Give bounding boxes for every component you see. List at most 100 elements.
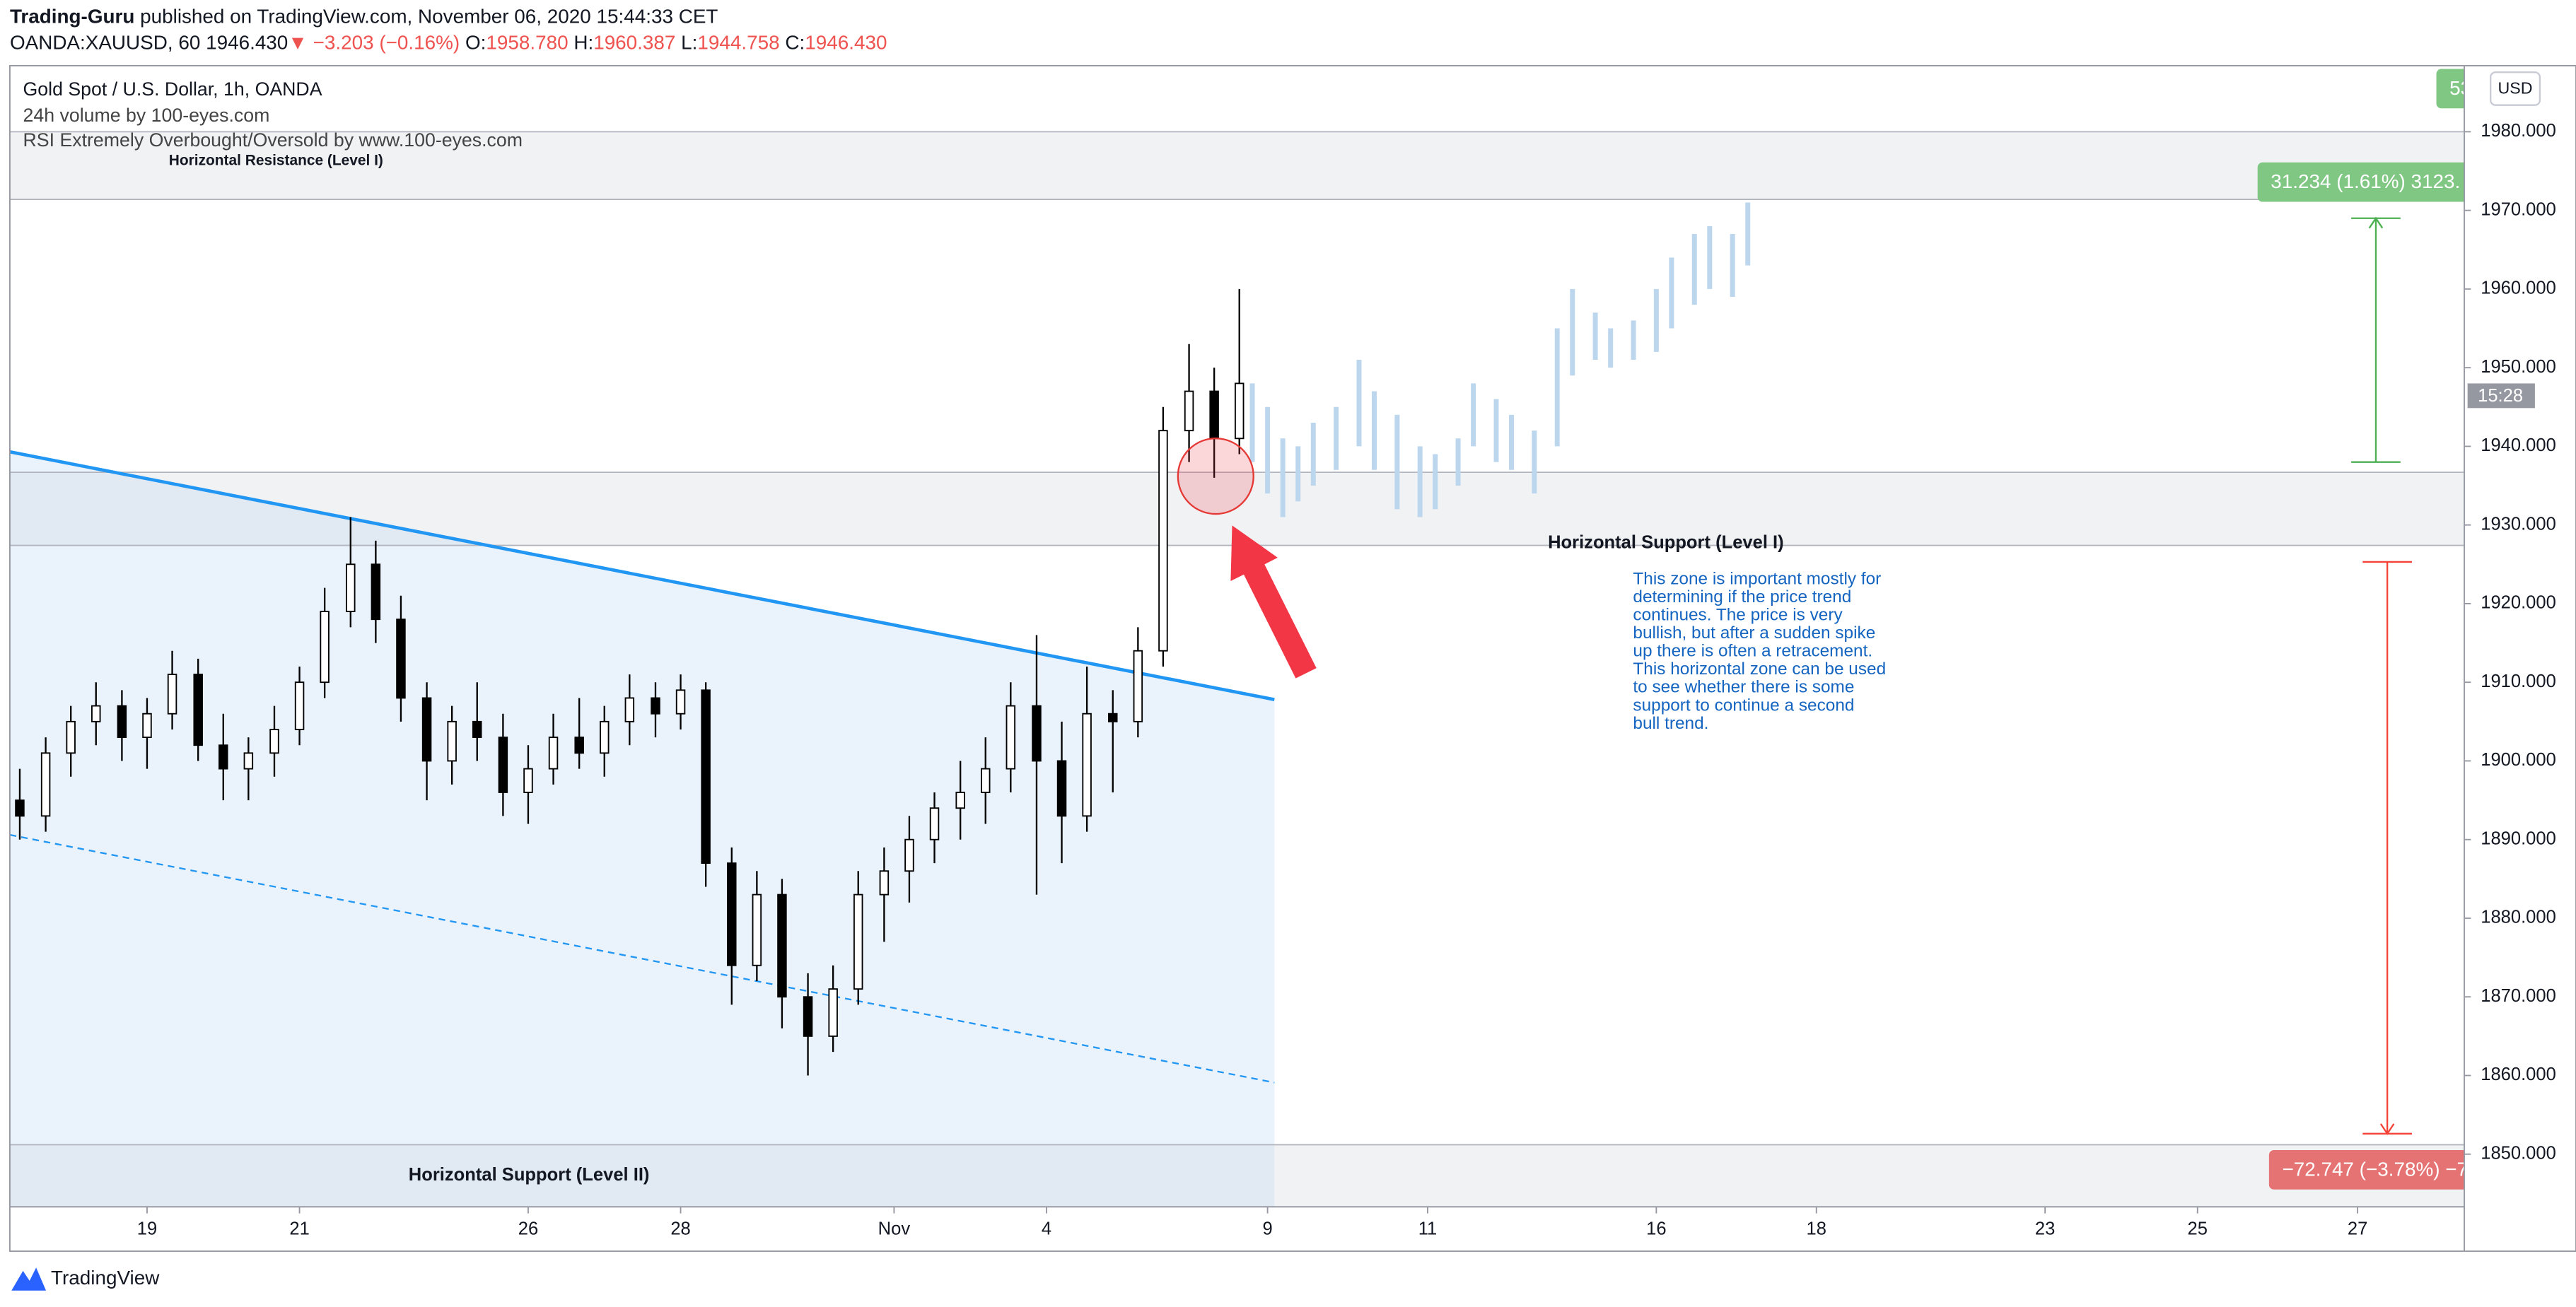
candle-body	[1158, 430, 1168, 652]
annotation-line: up there is often a retracement.	[1633, 642, 1872, 661]
currency: USD	[2498, 79, 2533, 98]
x-tick-label: 16	[1646, 1219, 1666, 1239]
y-tick-label: 1930.000	[2481, 514, 2556, 534]
candle-body	[701, 689, 711, 865]
annotation-line: This zone is important mostly for	[1633, 569, 1881, 588]
currency-box[interactable]	[2490, 71, 2541, 106]
zone	[9, 1144, 2465, 1207]
candle-body	[574, 737, 584, 754]
quote-part: 1944.758	[697, 32, 779, 54]
quote-line: OANDA:XAUUSD, 60 1946.430▼ −3.203 (−0.16…	[10, 32, 887, 54]
candle-body	[879, 870, 890, 896]
candle-body	[15, 799, 25, 817]
annotation-line: continues. The price is very	[1633, 606, 1843, 625]
x-tick-label: 21	[289, 1219, 309, 1239]
quote-part: C:	[780, 32, 805, 54]
highlight-circle	[1177, 438, 1254, 515]
brand: TradingView	[51, 1267, 160, 1289]
publish-line: Trading-Guru published on TradingView.co…	[10, 6, 718, 28]
plot-area: Horizontal Resistance (Level I) Horizonta…	[9, 69, 2478, 1207]
chart-frame	[9, 64, 2576, 1252]
trendline	[9, 833, 1275, 1084]
x-tick-label: 9	[1262, 1219, 1272, 1239]
candle-body	[396, 619, 406, 699]
candle-body	[320, 611, 330, 684]
quote-part: L:	[675, 32, 697, 54]
x-tick-label: 27	[2348, 1219, 2367, 1239]
annotation-line: determining if the price trend	[1633, 587, 1851, 606]
badge: 53	[2449, 77, 2471, 99]
candle-body	[218, 744, 228, 770]
candle-body	[346, 563, 356, 612]
candle-body	[624, 697, 635, 722]
candle-body	[66, 720, 76, 754]
zone	[9, 131, 2465, 200]
candle-body	[600, 720, 610, 754]
annotation-line: This horizontal zone can be used	[1633, 660, 1886, 679]
candle-body	[498, 737, 508, 793]
y-tick-label: 1910.000	[2481, 672, 2556, 691]
candle-body	[167, 674, 177, 715]
y-tick-label: 1940.000	[2481, 435, 2556, 455]
x-tick-label: 25	[2188, 1219, 2208, 1239]
y-tick-label: 1860.000	[2481, 1065, 2556, 1084]
measure-label-box	[2257, 162, 2465, 202]
zone-label: Horizontal Resistance (Level I)	[169, 153, 383, 169]
indicator-label: 24h volume by 100-eyes.com	[23, 105, 270, 126]
candle-body	[853, 893, 863, 990]
candle-body	[803, 996, 813, 1037]
candle-body	[447, 720, 457, 762]
x-tick-label: Nov	[878, 1219, 911, 1239]
candle-body	[1006, 705, 1016, 770]
measure-label: −72.747 (−3.78%) −72	[2282, 1158, 2478, 1180]
candle-body	[1032, 705, 1042, 762]
candle-body	[294, 681, 305, 730]
zone-label: Horizontal Support (Level II)	[409, 1165, 650, 1185]
quote-part: ▼ −3.203 (−0.16%)	[288, 32, 465, 54]
red-arrow	[1230, 525, 1317, 679]
y-tick-label: 1920.000	[2481, 593, 2556, 613]
y-tick-label: 1900.000	[2481, 750, 2556, 770]
candle-body	[1056, 760, 1067, 817]
candle-body	[1209, 390, 1219, 440]
x-tick-label: 18	[1807, 1219, 1826, 1239]
x-tick-label: 11	[1418, 1219, 1438, 1239]
zone-label: Horizontal Support (Level I)	[1548, 532, 1784, 552]
y-tick-label: 1950.000	[2481, 357, 2556, 377]
quote-part: 1958.780	[486, 32, 568, 54]
candle-body	[142, 713, 152, 739]
candle-body	[828, 988, 838, 1037]
y-tick-label: 1870.000	[2481, 986, 2556, 1006]
countdown: 15:28	[2478, 386, 2523, 406]
x-tick-label: 19	[137, 1219, 157, 1239]
publish-info: published on TradingView.com, November 0…	[134, 6, 718, 28]
y-tick-label: 1880.000	[2481, 908, 2556, 927]
candle-body	[91, 705, 101, 722]
candle-body	[193, 674, 203, 746]
indicator-label: RSI Extremely Overbought/Oversold by www…	[23, 129, 523, 151]
candle-body	[752, 893, 762, 966]
candle-body	[1184, 390, 1194, 432]
y-tick-label: 1850.000	[2481, 1144, 2556, 1164]
x-tick-label: 23	[2035, 1219, 2055, 1239]
logo-icon	[11, 1267, 47, 1291]
x-tick-label: 4	[1042, 1219, 1051, 1239]
quote-part: 1960.387	[593, 32, 675, 54]
quote-part: 1946.430	[805, 32, 887, 54]
candle-body	[904, 838, 914, 872]
quote-part: H:	[569, 32, 594, 54]
y-tick-label: 1980.000	[2481, 121, 2556, 141]
candle-body	[269, 729, 279, 754]
x-tick-label: 26	[518, 1219, 538, 1239]
candle-body	[981, 768, 991, 793]
measure-arrowhead	[2379, 1123, 2395, 1135]
candle-body	[777, 893, 787, 998]
measure-label-box	[2268, 1150, 2465, 1190]
candle-body	[1234, 382, 1245, 440]
candle-body	[523, 768, 533, 793]
candle-body	[40, 752, 51, 817]
annotation-line: support to continue a second	[1633, 696, 1854, 715]
annotation-line: bull trend.	[1633, 714, 1708, 733]
annotation-line: to see whether there is some	[1633, 678, 1854, 697]
